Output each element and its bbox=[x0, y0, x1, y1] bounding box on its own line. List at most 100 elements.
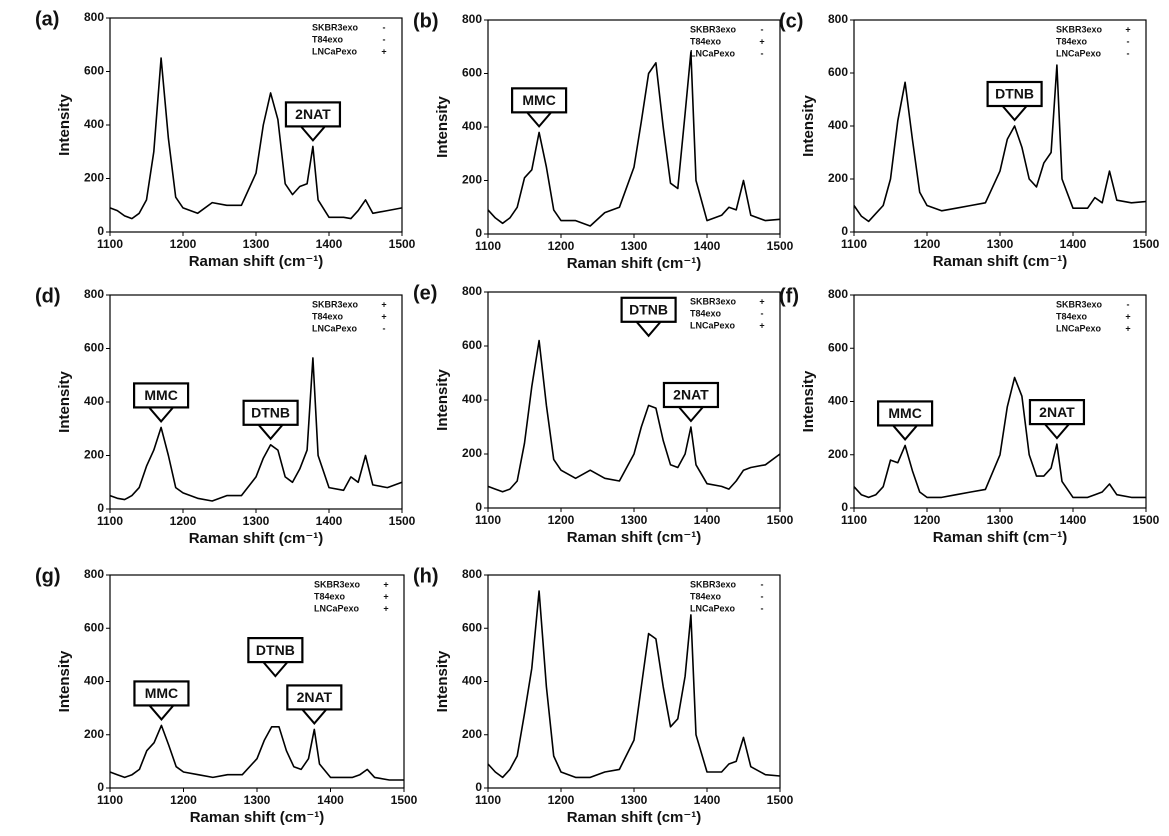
legend-sign: + bbox=[759, 36, 764, 46]
y-tick-label: 200 bbox=[84, 727, 104, 741]
x-tick-label: 1500 bbox=[767, 239, 794, 253]
legend-entry: SKBR3exo bbox=[1056, 24, 1103, 34]
legend-entry: LNCaPexo bbox=[312, 46, 358, 56]
x-tick-label: 1100 bbox=[97, 793, 123, 807]
panel: (a) 1100 1200 1300 1400 1500 0 200 400 600 800 Rama… bbox=[35, 8, 416, 270]
x-tick-label: 1300 bbox=[621, 239, 648, 253]
y-tick-label: 800 bbox=[84, 10, 104, 24]
x-tick-label: 1500 bbox=[767, 513, 794, 527]
y-axis-label: Intensity bbox=[800, 95, 817, 157]
panel: (f) 1100 1200 1300 1400 1500 0 200 400 600 800 Rama… bbox=[779, 285, 1160, 546]
x-axis-label: Raman shift (cm⁻¹) bbox=[189, 530, 324, 547]
legend-sign: + bbox=[383, 603, 388, 613]
y-axis-label: Intensity bbox=[434, 96, 451, 158]
callout: MMC bbox=[133, 382, 190, 423]
x-tick-label: 1300 bbox=[987, 513, 1014, 527]
legend-entry: T84exo bbox=[314, 591, 346, 601]
callout: 2NAT bbox=[662, 381, 720, 423]
callout-box bbox=[510, 87, 568, 114]
panel: (b) 1100 1200 1300 1400 1500 0 200 400 600 800 Rama… bbox=[413, 10, 794, 272]
legend-entry: SKBR3exo bbox=[690, 24, 737, 34]
y-tick-label: 0 bbox=[475, 780, 482, 794]
y-tick-label: 400 bbox=[84, 674, 104, 688]
callout-box bbox=[284, 101, 342, 128]
panel-label: (f) bbox=[779, 285, 799, 307]
x-tick-label: 1500 bbox=[389, 237, 416, 251]
panel-label: (d) bbox=[35, 285, 61, 307]
x-tick-label: 1100 bbox=[475, 239, 501, 253]
y-axis-label: Intensity bbox=[434, 650, 451, 712]
x-tick-label: 1200 bbox=[170, 514, 197, 528]
x-tick-label: 1500 bbox=[1133, 513, 1160, 527]
callout: 2NAT bbox=[1028, 399, 1086, 440]
callout-box bbox=[1028, 399, 1086, 426]
y-axis-label: Intensity bbox=[434, 369, 451, 431]
x-tick-label: 1400 bbox=[694, 239, 721, 253]
x-axis-label: Raman shift (cm⁻¹) bbox=[190, 809, 325, 826]
legend-entry: T84exo bbox=[1056, 311, 1088, 321]
legend-entry: LNCaPexo bbox=[690, 48, 736, 58]
callout-text: 2NAT bbox=[673, 387, 709, 403]
x-tick-label: 1400 bbox=[316, 514, 343, 528]
x-tick-label: 1400 bbox=[694, 793, 721, 807]
y-tick-label: 600 bbox=[84, 620, 104, 634]
callout-text: MMC bbox=[522, 92, 555, 108]
spectrum-line bbox=[109, 57, 403, 220]
callout: MMC bbox=[876, 400, 934, 441]
legend-sign: + bbox=[1125, 323, 1130, 333]
callout-box bbox=[986, 80, 1043, 108]
x-tick-label: 1300 bbox=[621, 513, 648, 527]
x-tick-label: 1100 bbox=[97, 514, 123, 528]
callout-box bbox=[620, 296, 677, 323]
callout-text: DTNB bbox=[256, 642, 295, 658]
x-axis-label: Raman shift (cm⁻¹) bbox=[567, 529, 702, 546]
y-tick-label: 600 bbox=[84, 341, 104, 355]
y-tick-label: 800 bbox=[462, 284, 482, 298]
x-tick-label: 1200 bbox=[548, 239, 575, 253]
spectrum-line bbox=[853, 64, 1147, 223]
legend-sign: + bbox=[759, 320, 764, 330]
panel-label: (h) bbox=[413, 565, 439, 587]
panel-label: (e) bbox=[413, 282, 437, 304]
y-tick-label: 800 bbox=[84, 567, 104, 581]
legend-sign: - bbox=[1127, 36, 1130, 46]
plot-frame bbox=[487, 574, 781, 789]
callout-text: 2NAT bbox=[295, 106, 331, 122]
legend-entry: T84exo bbox=[690, 36, 722, 46]
x-tick-label: 1100 bbox=[475, 513, 501, 527]
legend-sign: + bbox=[1125, 24, 1130, 34]
callout: DTNB bbox=[620, 296, 677, 338]
plot-frame bbox=[487, 291, 781, 509]
y-tick-label: 200 bbox=[84, 448, 104, 462]
x-tick-label: 1400 bbox=[694, 513, 721, 527]
callout-text: 2NAT bbox=[1039, 404, 1075, 420]
y-tick-label: 800 bbox=[462, 12, 482, 26]
y-tick-label: 0 bbox=[475, 500, 482, 514]
legend-entry: SKBR3exo bbox=[690, 296, 737, 306]
y-tick-label: 400 bbox=[828, 394, 848, 408]
callout: DTNB bbox=[247, 637, 304, 678]
legend-sign: - bbox=[761, 591, 764, 601]
x-tick-label: 1200 bbox=[170, 237, 197, 251]
legend-entry: T84exo bbox=[690, 308, 722, 318]
y-axis-label: Intensity bbox=[56, 650, 73, 712]
legend-sign: + bbox=[1125, 311, 1130, 321]
x-tick-label: 1500 bbox=[389, 514, 416, 528]
panel-label: (a) bbox=[35, 8, 59, 30]
x-tick-label: 1200 bbox=[170, 793, 197, 807]
legend-sign: - bbox=[761, 603, 764, 613]
callout-box bbox=[876, 400, 934, 427]
x-tick-label: 1200 bbox=[914, 513, 941, 527]
y-tick-label: 200 bbox=[462, 173, 482, 187]
callout: MMC bbox=[133, 680, 190, 721]
panel: (d) 1100 1200 1300 1400 1500 0 200 400 600 800 Rama… bbox=[35, 285, 416, 547]
legend-entry: T84exo bbox=[312, 311, 344, 321]
y-tick-label: 600 bbox=[462, 338, 482, 352]
x-tick-label: 1300 bbox=[987, 237, 1014, 251]
y-tick-label: 600 bbox=[462, 620, 482, 634]
legend-sign: - bbox=[761, 24, 764, 34]
y-tick-label: 0 bbox=[97, 224, 104, 238]
legend-entry: LNCaPexo bbox=[312, 323, 358, 333]
legend-sign: + bbox=[381, 46, 386, 56]
legend-sign: - bbox=[1127, 48, 1130, 58]
